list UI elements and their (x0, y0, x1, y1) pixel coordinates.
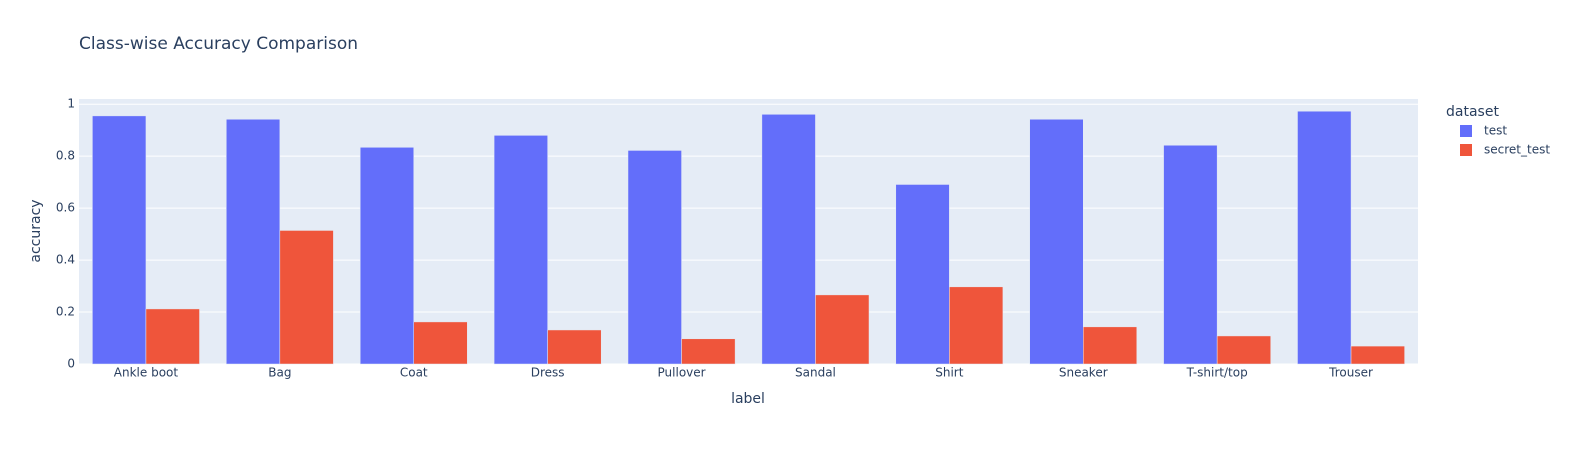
legend-title: dataset (1446, 104, 1499, 120)
x-tick-label: Bag (268, 366, 291, 380)
x-tick-label: Trouser (1328, 366, 1373, 380)
bar (359, 147, 415, 365)
bar (815, 294, 870, 365)
bar (1083, 326, 1138, 365)
legend-swatch (1460, 144, 1472, 156)
bar (279, 230, 334, 365)
x-tick-label: Dress (531, 366, 565, 380)
y-tick-label: 0.8 (56, 149, 75, 163)
y-tick-label: 0.6 (56, 201, 75, 215)
x-tick-label: Ankle boot (114, 366, 179, 380)
bar (895, 184, 950, 365)
x-tick-label: Sandal (795, 366, 836, 380)
legend-swatch (1460, 125, 1472, 137)
x-tick-label: Pullover (658, 366, 706, 380)
bar (92, 115, 147, 365)
x-axis-title: label (731, 391, 765, 407)
y-tick-label: 0.2 (56, 305, 75, 319)
bar (413, 321, 468, 365)
bar (493, 135, 548, 365)
bar (145, 308, 200, 365)
bar (1163, 144, 1218, 365)
bar (547, 329, 602, 365)
bar (949, 286, 1004, 365)
x-tick-label: Shirt (935, 366, 963, 380)
bar (1297, 110, 1352, 365)
bar (1216, 335, 1271, 365)
bar (681, 338, 736, 365)
y-tick-label: 1 (67, 97, 75, 111)
y-tick-label: 0 (67, 357, 75, 371)
legend-label: test (1484, 124, 1507, 138)
y-tick-label: 0.4 (56, 253, 75, 267)
x-tick-label: Sneaker (1059, 366, 1108, 380)
bar (627, 150, 682, 365)
x-tick-label: Coat (400, 366, 428, 380)
bar (1350, 345, 1405, 365)
legend-label: secret_test (1484, 143, 1550, 157)
bar (1029, 119, 1084, 365)
y-axis-title: accuracy (28, 199, 44, 262)
chart-title: Class-wise Accuracy Comparison (79, 34, 358, 54)
x-tick-label: T-shirt/top (1186, 366, 1248, 380)
bar (761, 114, 816, 365)
bar (226, 119, 281, 365)
